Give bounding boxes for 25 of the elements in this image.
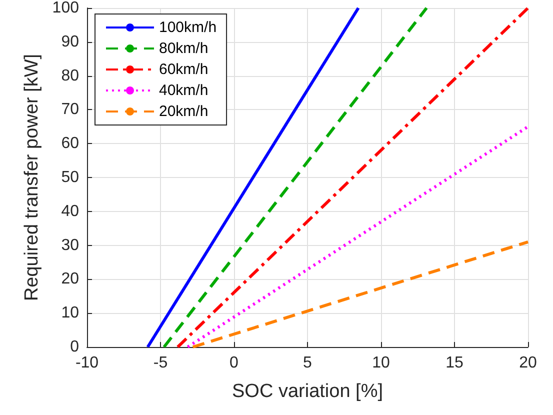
y-tick-label: 10 bbox=[61, 304, 80, 322]
x-axis-title: SOC variation [%] bbox=[232, 381, 383, 402]
y-axis-title: Required transfer power [kW] bbox=[21, 54, 42, 302]
x-tick-label: 10 bbox=[372, 354, 390, 372]
y-tick-label: 40 bbox=[61, 202, 80, 220]
x-tick-label: 0 bbox=[230, 354, 239, 372]
y-tick-label: 30 bbox=[61, 236, 80, 254]
legend-label: 100km/h bbox=[159, 19, 217, 36]
x-tick-label: 5 bbox=[303, 354, 312, 372]
x-tick-label: -10 bbox=[75, 354, 99, 372]
x-tick-label: 20 bbox=[519, 354, 537, 372]
x-tick-label: 15 bbox=[446, 354, 464, 372]
legend-label: 20km/h bbox=[159, 103, 208, 120]
y-tick-label: 60 bbox=[61, 135, 80, 152]
y-tick-label: 20 bbox=[61, 270, 80, 288]
y-tick-label: 70 bbox=[61, 101, 80, 118]
x-tick-label: -5 bbox=[153, 354, 168, 372]
legend-label: 80km/h bbox=[159, 40, 208, 57]
legend-label: 60km/h bbox=[159, 61, 208, 78]
y-tick-label: 90 bbox=[61, 33, 80, 50]
y-tick-label: 50 bbox=[61, 169, 80, 186]
y-tick-label: 100 bbox=[52, 0, 80, 16]
y-tick-label: 0 bbox=[70, 338, 80, 356]
legend-label: 40km/h bbox=[159, 82, 208, 99]
y-tick-label: 80 bbox=[61, 67, 80, 84]
